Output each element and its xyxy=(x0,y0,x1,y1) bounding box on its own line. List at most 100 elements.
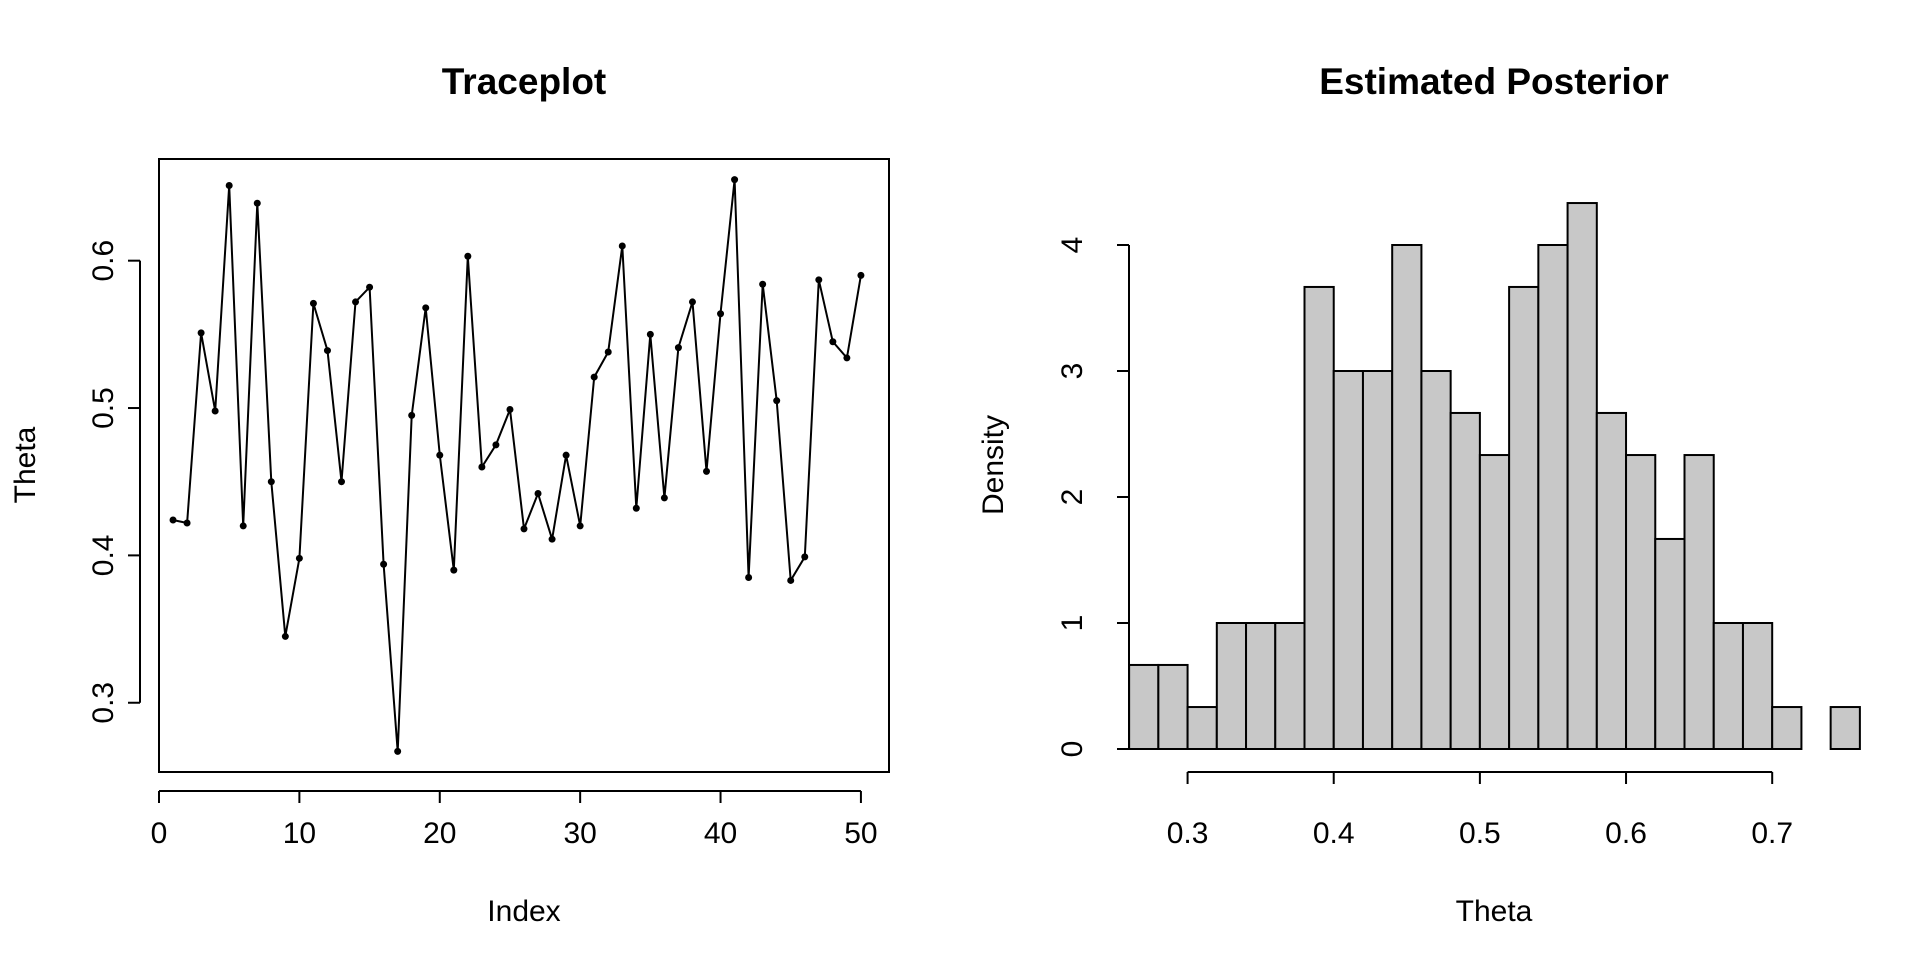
histogram-panel: Estimated Posterior 0.3 0.4 0.5 0.6 0.7 0 1 2 3… xyxy=(977,61,1861,928)
histogram-y-tick-label: 2 xyxy=(1056,489,1089,506)
histogram-bar xyxy=(1361,370,1394,750)
traceplot-point xyxy=(506,406,514,414)
traceplot-x-label: Index xyxy=(487,895,560,928)
traceplot-point xyxy=(183,519,191,527)
traceplot-x-tick-label: 10 xyxy=(283,817,316,850)
traceplot-point xyxy=(787,576,795,584)
traceplot-point xyxy=(520,525,528,533)
histogram-bar xyxy=(1595,411,1628,750)
histogram-x-label: Theta xyxy=(1456,895,1533,928)
traceplot-y-tick-label: 0.3 xyxy=(87,682,120,724)
traceplot-point xyxy=(660,494,668,502)
histogram-bar xyxy=(1771,706,1803,750)
traceplot-point xyxy=(281,632,289,640)
histogram-bar xyxy=(1683,454,1715,750)
traceplot-x-tick-label: 50 xyxy=(844,817,877,850)
traceplot-point xyxy=(857,271,865,279)
histogram-bar xyxy=(1654,537,1686,751)
traceplot-x-tick-label: 0 xyxy=(151,817,168,850)
traceplot-point xyxy=(323,347,331,355)
traceplot-x-tick-label: 40 xyxy=(704,817,737,850)
traceplot-point xyxy=(576,522,584,530)
traceplot-point xyxy=(436,451,444,459)
histogram-y-axis: 0 1 2 3 4 xyxy=(1056,237,1130,758)
histogram-bar xyxy=(1274,622,1306,750)
traceplot-y-axis: 0.3 0.4 0.5 0.6 xyxy=(87,240,141,724)
traceplot-point xyxy=(646,330,654,338)
histogram-x-tick-label: 0.7 xyxy=(1751,817,1793,850)
histogram-y-label: Density xyxy=(977,415,1010,515)
histogram-bar xyxy=(1128,663,1160,751)
histogram-x-tick-label: 0.4 xyxy=(1313,817,1355,850)
traceplot-title: Traceplot xyxy=(442,61,607,102)
histogram-bar xyxy=(1157,663,1189,751)
traceplot-point xyxy=(267,478,275,486)
traceplot-point xyxy=(590,373,598,381)
traceplot-point xyxy=(338,478,345,486)
traceplot-y-tick-label: 0.6 xyxy=(87,240,120,282)
histogram-bar xyxy=(1420,370,1452,750)
histogram-bar xyxy=(1186,706,1218,750)
histogram-bar xyxy=(1303,285,1335,750)
histogram-bar xyxy=(1245,622,1277,750)
traceplot-point xyxy=(211,407,219,415)
traceplot-x-axis: 0 10 20 30 40 50 xyxy=(151,790,878,850)
histogram-x-tick-label: 0.3 xyxy=(1167,817,1209,850)
traceplot-point xyxy=(352,298,360,306)
histogram-y-tick-label: 0 xyxy=(1056,741,1089,758)
histogram-bar xyxy=(1215,622,1248,750)
histogram-bar xyxy=(1478,454,1511,750)
histogram-bars xyxy=(1128,202,1861,751)
traceplot-point xyxy=(815,276,823,284)
traceplot-point xyxy=(366,283,374,291)
traceplot-point xyxy=(632,504,640,512)
traceplot-point xyxy=(225,182,233,190)
traceplot-points xyxy=(169,176,865,755)
traceplot-point xyxy=(759,280,767,288)
traceplot-point xyxy=(169,516,177,524)
histogram-bar xyxy=(1712,622,1744,750)
histogram-bar xyxy=(1829,706,1861,750)
traceplot-point xyxy=(492,441,500,449)
traceplot-x-tick-label: 30 xyxy=(563,817,596,850)
traceplot-point xyxy=(534,489,542,497)
histogram-title: Estimated Posterior xyxy=(1319,61,1669,102)
histogram-bar xyxy=(1625,454,1657,750)
histogram-bar xyxy=(1537,244,1569,750)
histogram-x-axis: 0.3 0.4 0.5 0.6 0.7 xyxy=(1167,771,1793,850)
traceplot-point xyxy=(604,348,612,356)
traceplot-point xyxy=(422,304,430,312)
traceplot-point xyxy=(309,299,317,307)
traceplot-point xyxy=(731,176,739,184)
traceplot-y-label: Theta xyxy=(9,426,42,503)
traceplot-point xyxy=(464,252,472,260)
traceplot-point xyxy=(618,242,626,250)
traceplot-point xyxy=(745,573,753,581)
traceplot-point xyxy=(688,298,696,306)
traceplot-point xyxy=(717,310,725,318)
traceplot-point xyxy=(394,747,402,755)
histogram-bar xyxy=(1508,285,1540,750)
traceplot-y-tick-label: 0.4 xyxy=(87,535,120,577)
histogram-bar xyxy=(1566,202,1598,751)
histogram-bar xyxy=(1332,370,1364,750)
histogram-y-tick-label: 3 xyxy=(1056,363,1089,380)
traceplot-series-line xyxy=(172,179,862,752)
histogram-y-tick-label: 4 xyxy=(1056,237,1089,254)
traceplot-x-tick-label: 20 xyxy=(423,817,456,850)
histogram-bar xyxy=(1391,244,1423,750)
traceplot-point xyxy=(239,522,247,530)
traceplot-point xyxy=(408,411,416,419)
traceplot-point xyxy=(829,338,837,346)
traceplot-y-tick-label: 0.5 xyxy=(87,387,120,429)
traceplot-point xyxy=(197,329,205,337)
traceplot-point xyxy=(380,560,388,568)
traceplot-point xyxy=(801,553,809,561)
traceplot-plot-box xyxy=(158,158,890,773)
histogram-x-tick-label: 0.5 xyxy=(1459,817,1501,850)
traceplot-point xyxy=(674,344,682,352)
traceplot-point xyxy=(295,554,303,562)
traceplot-point xyxy=(450,566,458,574)
traceplot-point xyxy=(773,397,781,405)
